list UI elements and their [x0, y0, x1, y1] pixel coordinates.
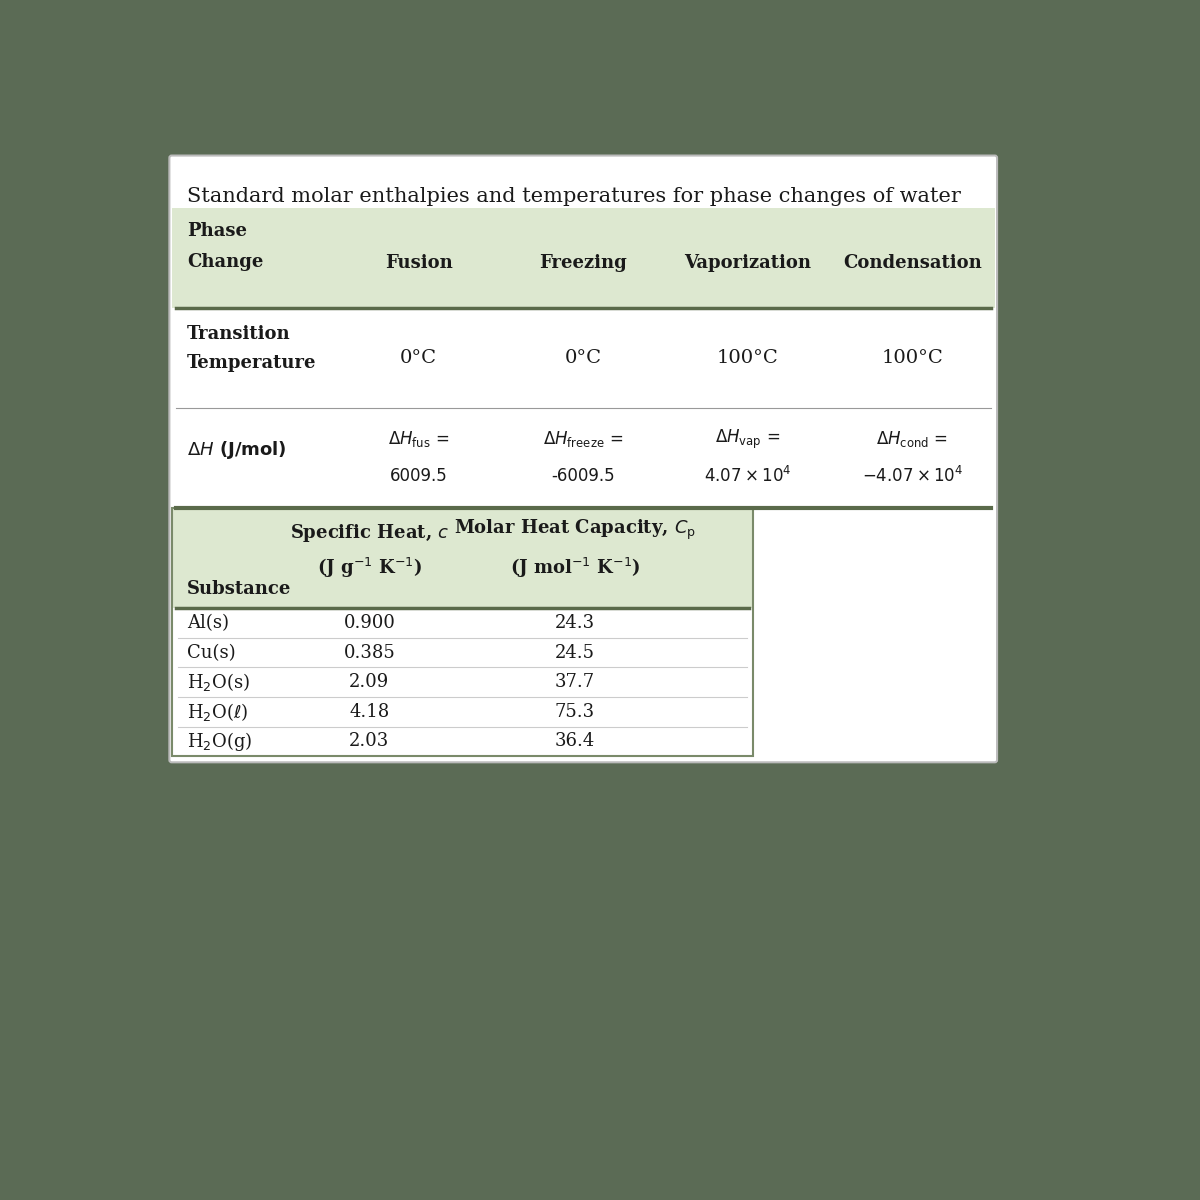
Text: 24.5: 24.5: [554, 643, 595, 661]
Text: Substance: Substance: [187, 580, 292, 598]
Text: 36.4: 36.4: [554, 732, 595, 750]
Text: 24.3: 24.3: [554, 614, 595, 632]
Text: 4.18: 4.18: [349, 703, 390, 721]
Bar: [172, 509, 752, 756]
Text: (J g$^{-1}$ K$^{-1}$): (J g$^{-1}$ K$^{-1}$): [317, 557, 422, 581]
Text: 2.09: 2.09: [349, 673, 390, 691]
Text: 2.03: 2.03: [349, 732, 390, 750]
Text: $-4.07 \times 10^4$: $-4.07 \times 10^4$: [862, 466, 964, 486]
Text: 100°C: 100°C: [882, 349, 943, 367]
Text: 0°C: 0°C: [400, 349, 437, 367]
Text: Fusion: Fusion: [385, 254, 452, 272]
Text: H$_2$O($\ell$): H$_2$O($\ell$): [187, 701, 248, 722]
Bar: [172, 608, 752, 756]
Text: Transition: Transition: [187, 325, 290, 343]
Text: $\Delta H_{\rm fus}$ =: $\Delta H_{\rm fus}$ =: [388, 428, 449, 449]
Text: Al(s): Al(s): [187, 614, 229, 632]
Text: 0°C: 0°C: [565, 349, 601, 367]
Text: $\Delta H$ (J/mol): $\Delta H$ (J/mol): [187, 439, 287, 462]
Text: 37.7: 37.7: [554, 673, 595, 691]
Text: Standard molar enthalpies and temperatures for phase changes of water: Standard molar enthalpies and temperatur…: [187, 187, 961, 206]
Bar: [172, 208, 995, 308]
Text: 6009.5: 6009.5: [390, 467, 448, 485]
Text: Change: Change: [187, 252, 264, 270]
Text: H$_2$O(g): H$_2$O(g): [187, 730, 252, 752]
Text: (J mol$^{-1}$ K$^{-1}$): (J mol$^{-1}$ K$^{-1}$): [510, 557, 640, 581]
Text: Temperature: Temperature: [187, 354, 317, 372]
Text: Freezing: Freezing: [539, 254, 628, 272]
Text: $\Delta H_{\rm vap}$ =: $\Delta H_{\rm vap}$ =: [715, 427, 780, 450]
Text: Cu(s): Cu(s): [187, 643, 236, 661]
Text: 0.385: 0.385: [343, 643, 395, 661]
Text: 100°C: 100°C: [716, 349, 779, 367]
Text: 75.3: 75.3: [554, 703, 595, 721]
Text: $\Delta H_{\rm cond}$ =: $\Delta H_{\rm cond}$ =: [876, 428, 948, 449]
Bar: [172, 509, 752, 608]
Text: -6009.5: -6009.5: [552, 467, 616, 485]
Text: Condensation: Condensation: [844, 254, 982, 272]
Text: 0.900: 0.900: [343, 614, 395, 632]
Text: $4.07 \times 10^4$: $4.07 \times 10^4$: [704, 466, 792, 486]
Text: Phase: Phase: [187, 222, 247, 240]
Text: Molar Heat Capacity, $C_{\rm p}$: Molar Heat Capacity, $C_{\rm p}$: [454, 517, 696, 542]
Text: Specific Heat, $c$: Specific Heat, $c$: [289, 522, 449, 544]
Text: $\Delta H_{\rm freeze}$ =: $\Delta H_{\rm freeze}$ =: [544, 428, 623, 449]
Text: H$_2$O(s): H$_2$O(s): [187, 671, 251, 694]
FancyBboxPatch shape: [169, 156, 997, 762]
Text: Vaporization: Vaporization: [684, 254, 811, 272]
